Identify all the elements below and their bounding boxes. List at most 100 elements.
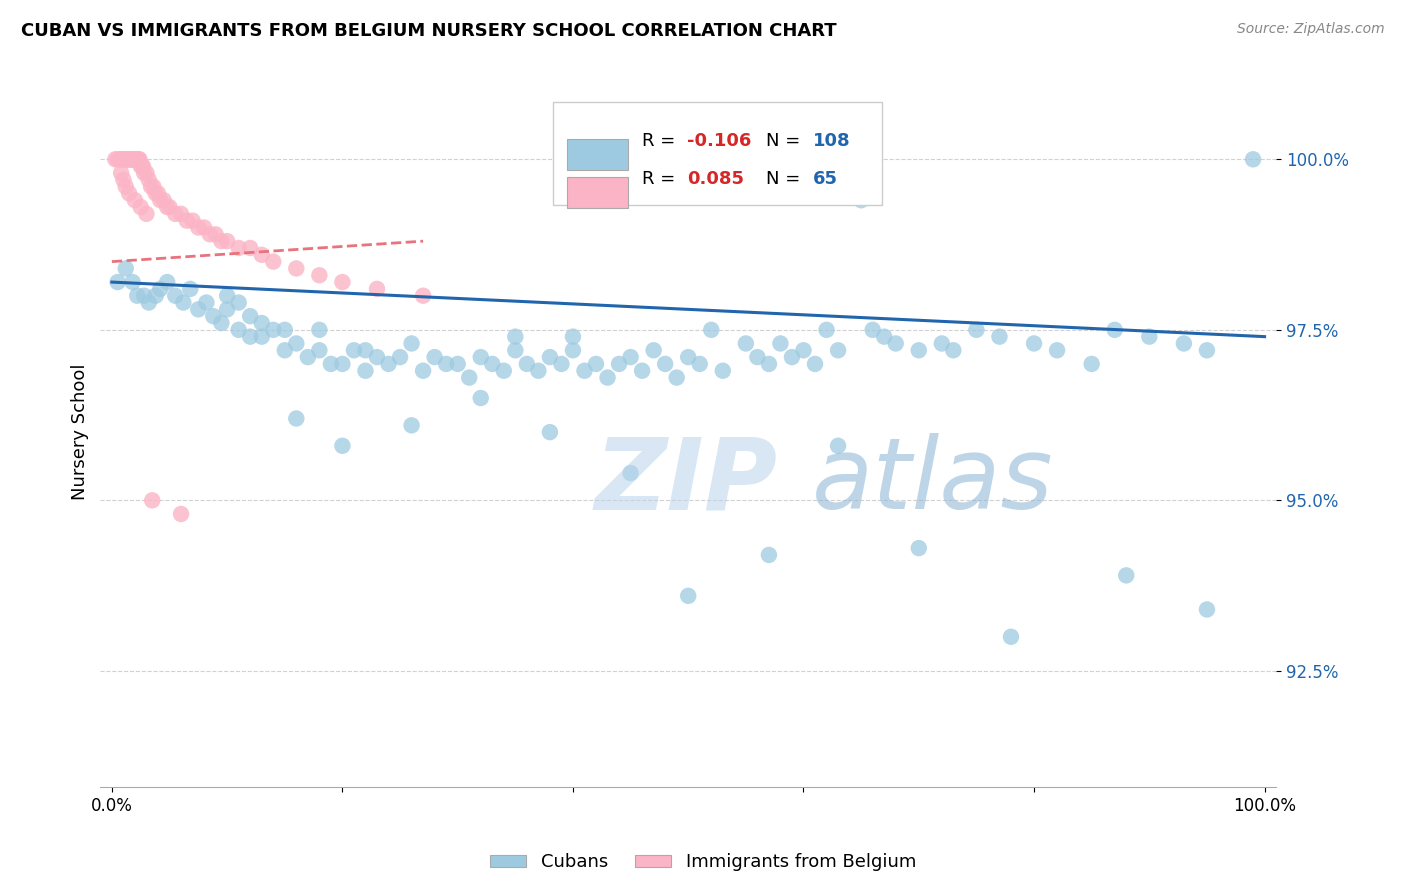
Point [319,357,342,371]
Point [145,186,167,201]
Point [1022,336,1045,351]
Point [187,220,209,235]
Point [165,289,187,303]
Point [274,323,297,337]
Point [262,323,284,337]
Point [1046,343,1069,358]
Point [239,241,262,255]
Point [412,289,434,303]
Point [1104,323,1126,337]
Point [118,153,141,167]
Point [1173,336,1195,351]
Point [884,336,907,351]
FancyBboxPatch shape [567,139,628,170]
Point [156,275,179,289]
Point [481,357,503,371]
Point [193,220,215,235]
Text: 65: 65 [813,170,838,188]
Point [262,254,284,268]
Point [124,153,146,167]
Point [654,357,676,371]
Point [516,357,538,371]
Point [1137,329,1160,343]
Point [202,309,225,323]
Point [665,370,688,384]
Text: 108: 108 [813,132,851,151]
Point [643,343,665,358]
Point [152,193,174,207]
Point [135,207,157,221]
Point [804,357,827,371]
Point [366,350,388,364]
Point [747,350,769,364]
Point [170,507,193,521]
Point [412,364,434,378]
Point [332,275,354,289]
Point [122,153,145,167]
Point [176,213,198,227]
Point [538,425,561,439]
Point [195,295,218,310]
Point [758,357,780,371]
Point [104,153,127,167]
Point [505,343,527,358]
Point [128,153,150,167]
Point [965,323,987,337]
FancyBboxPatch shape [553,103,882,205]
Point [1195,343,1218,358]
Point [676,589,699,603]
Point [146,186,169,201]
Point [217,234,239,248]
Point [505,329,527,343]
Point [988,329,1011,343]
Point [239,309,262,323]
Point [110,166,132,180]
Point [117,153,139,167]
Point [132,159,155,173]
Point [689,357,711,371]
Point [849,193,872,207]
Point [112,173,135,187]
Point [1241,153,1264,167]
Point [127,153,149,167]
Point [217,289,239,303]
Point [228,241,250,255]
Point [574,364,596,378]
Point [1195,602,1218,616]
Point [285,411,308,425]
Text: Source: ZipAtlas.com: Source: ZipAtlas.com [1237,22,1385,37]
Point [250,316,273,330]
Point [308,343,330,358]
Point [942,343,965,358]
Point [700,323,723,337]
Point [676,350,699,364]
Point [121,153,143,167]
Point [125,153,148,167]
Text: R =: R = [643,170,682,188]
Point [142,179,165,194]
Point [209,234,232,248]
FancyBboxPatch shape [567,177,628,208]
Point [120,153,142,167]
Point [250,329,273,343]
Point [129,159,152,173]
Point [114,153,136,167]
Point [121,153,143,167]
Point [134,166,156,180]
Point [274,343,297,358]
Text: -0.106: -0.106 [688,132,751,151]
Point [562,343,585,358]
Point [138,295,160,310]
Point [159,200,181,214]
Point [308,268,330,283]
Point [149,282,172,296]
Point [127,289,149,303]
Point [297,350,319,364]
Point [107,275,129,289]
Text: R =: R = [643,132,682,151]
Point [172,295,194,310]
Point [118,153,141,167]
Point [527,364,550,378]
Point [135,166,157,180]
Point [366,282,388,296]
